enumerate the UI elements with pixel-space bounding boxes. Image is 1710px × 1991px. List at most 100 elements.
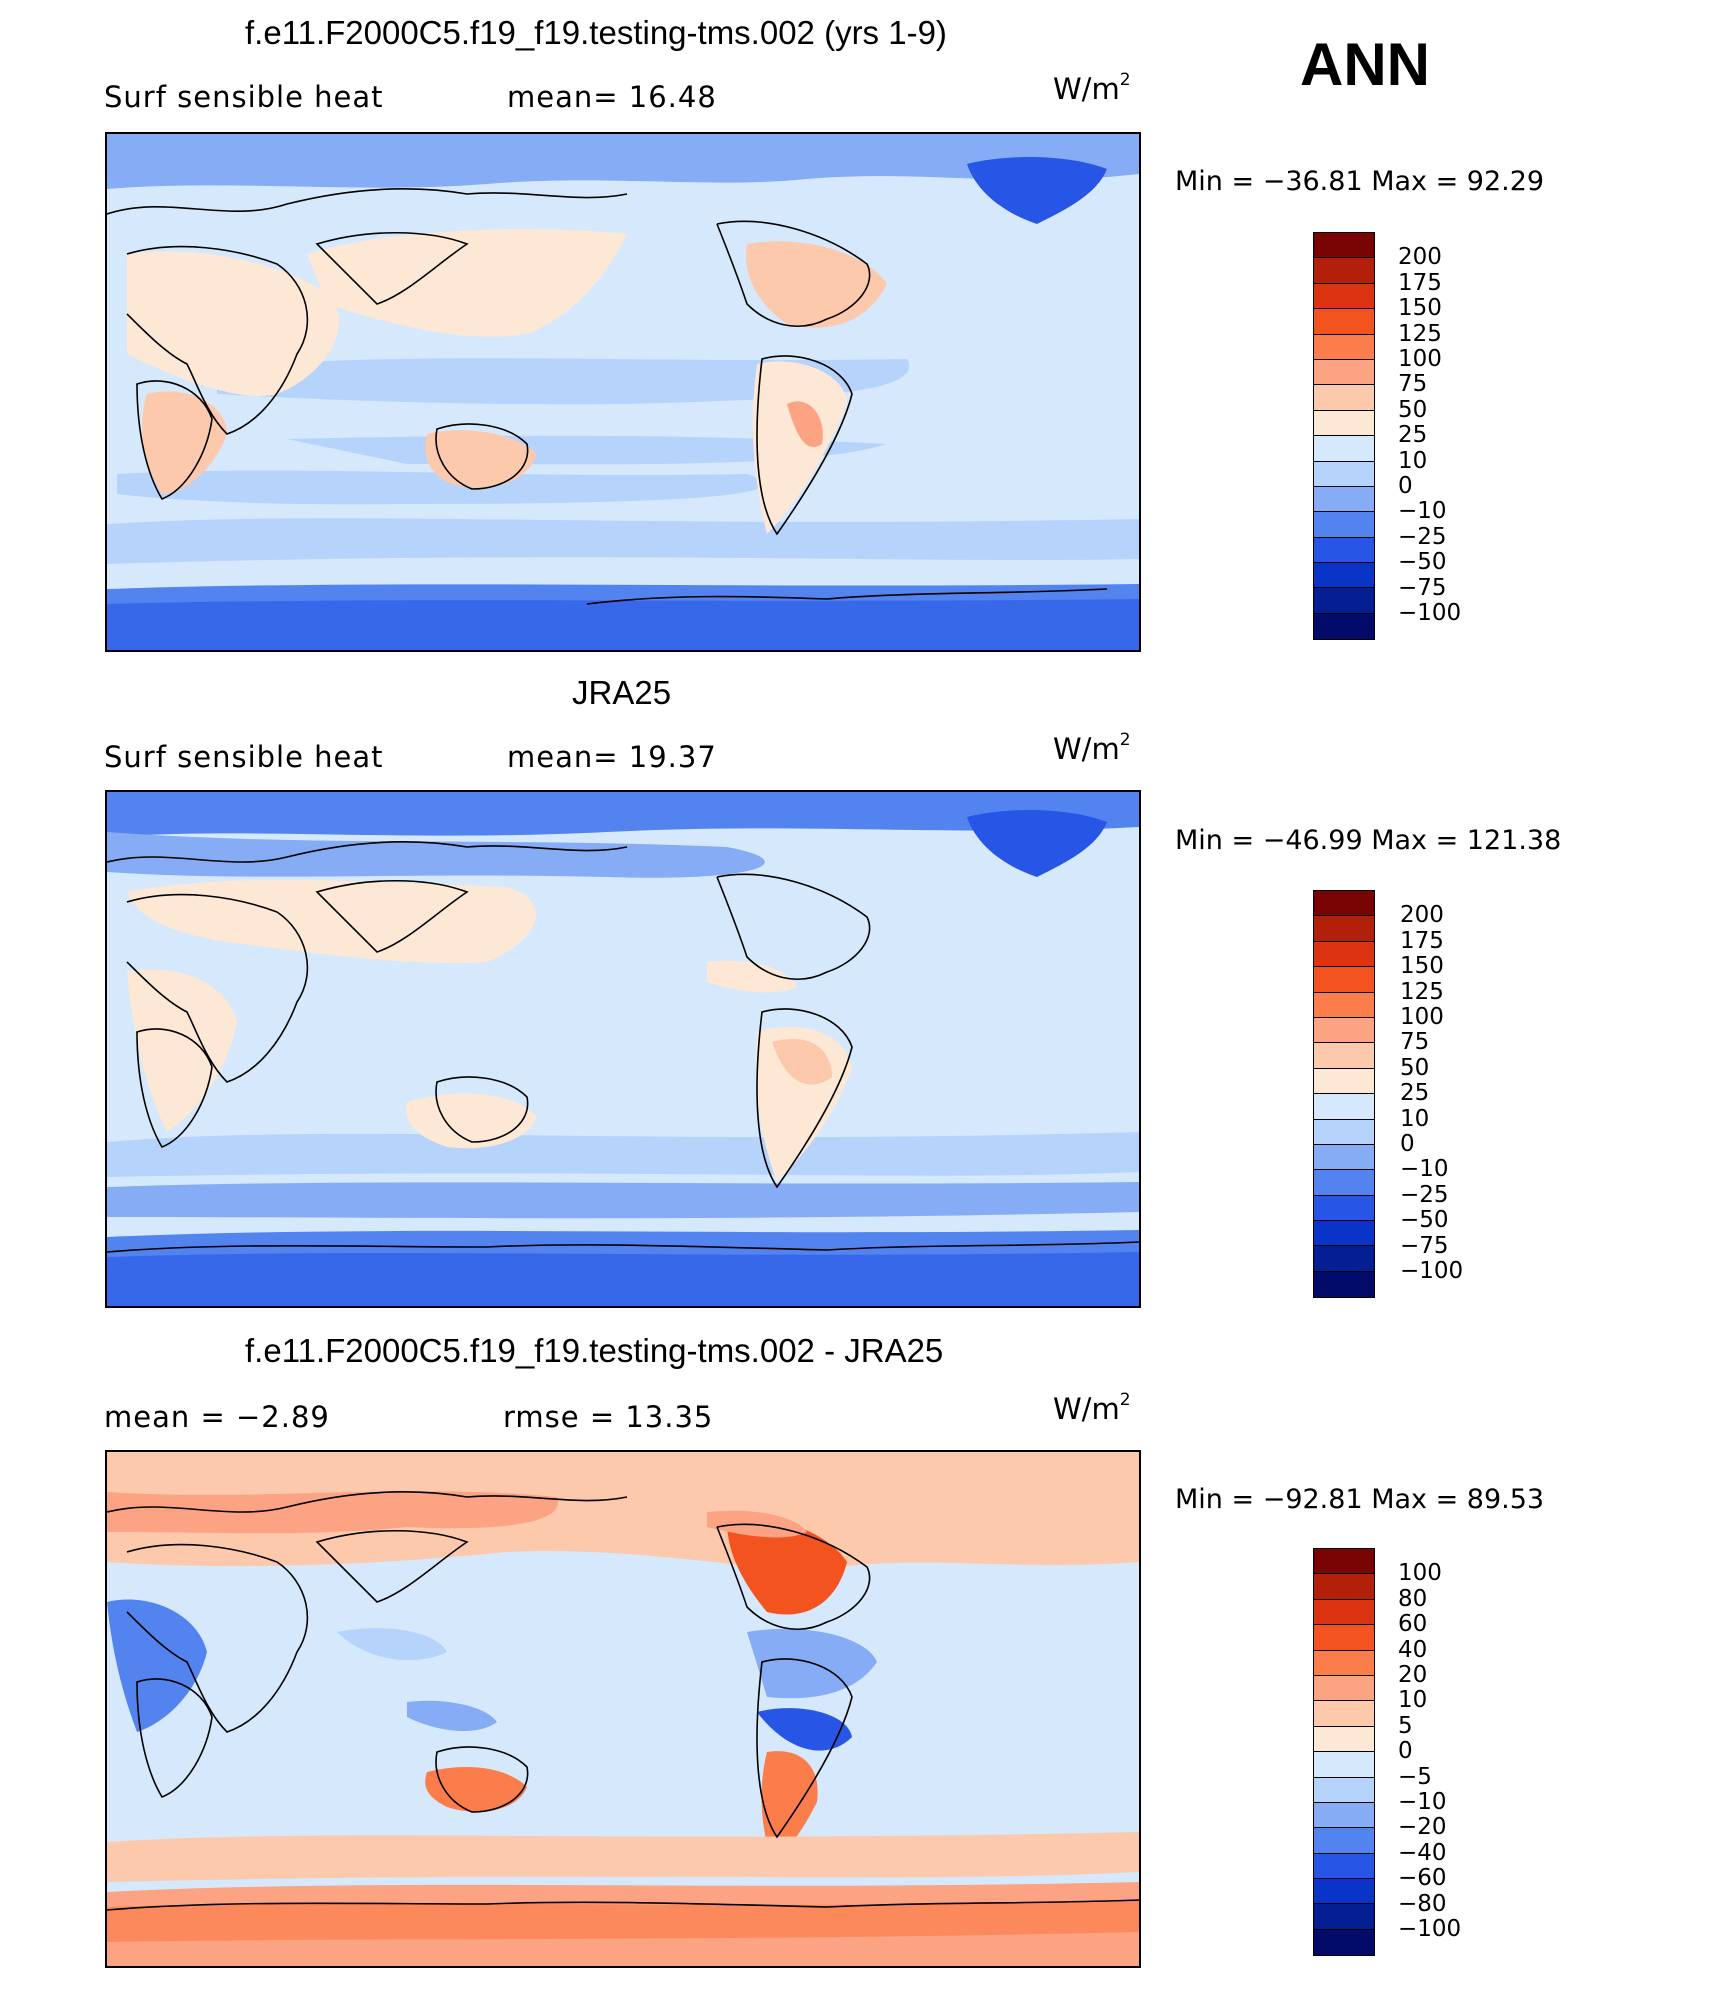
panel2-colorbar-swatch <box>1314 992 1374 1018</box>
panel1-colorbar-swatch <box>1314 537 1374 564</box>
panel1-colorbar-tick: 25 <box>1398 422 1428 449</box>
panel1-title: f.e11.F2000C5.f19_f19.testing-tms.002 (y… <box>245 14 947 51</box>
panel1-colorbar-swatch <box>1314 359 1374 386</box>
panel3-colorbar-swatch <box>1314 1802 1374 1829</box>
panel3-colorbar-swatch <box>1314 1650 1374 1676</box>
panel1-colorbar-swatch <box>1314 588 1374 614</box>
panel2-colorbar-tick: 50 <box>1400 1054 1430 1081</box>
panel2-colorbar-swatch <box>1314 916 1374 942</box>
panel3-colorbar-tick: −60 <box>1398 1865 1447 1892</box>
panel2-minmax: Min = −46.99 Max = 121.38 <box>1175 825 1562 856</box>
panel1-colorbar-swatch <box>1314 258 1374 284</box>
panel1-colorbar-tick: 75 <box>1398 371 1428 398</box>
panel1-colorbar-tick: 175 <box>1398 269 1442 296</box>
panel1-colorbar-tick: 0 <box>1398 473 1413 499</box>
panel3-units: W/m2 <box>1053 1390 1131 1426</box>
panel2-colorbar-tick: −50 <box>1400 1207 1449 1234</box>
panel2-colorbar-tick: 100 <box>1400 1004 1444 1030</box>
panel2-colorbar-swatch <box>1314 1271 1374 1298</box>
panel3-map-field <box>107 1452 1139 1966</box>
panel1-colorbar-swatch <box>1314 233 1374 259</box>
panel1-minmax: Min = −36.81 Max = 92.29 <box>1175 166 1545 197</box>
season-label: ANN <box>1300 31 1430 98</box>
panel3-colorbar-swatch <box>1314 1675 1374 1702</box>
panel3-colorbar-tick: 100 <box>1398 1560 1442 1587</box>
panel2-mean-label: mean= 19.37 <box>507 740 717 774</box>
panel3-colorbar-swatch <box>1314 1549 1374 1575</box>
panel3-colorbar-swatch <box>1314 1599 1374 1626</box>
panel2-colorbar-swatch <box>1314 941 1374 968</box>
panel3-colorbar-swatch <box>1314 1828 1374 1854</box>
panel1-colorbar-swatch <box>1314 309 1374 335</box>
panel3-colorbar-tick: −100 <box>1398 1916 1462 1942</box>
panel2-colorbar-swatch <box>1314 967 1374 993</box>
panel1-colorbar-swatch <box>1314 461 1374 487</box>
panel2-colorbar-tick: −25 <box>1400 1181 1449 1208</box>
panel2-title: JRA25 <box>572 674 672 711</box>
panel2-colorbar-tick: 10 <box>1400 1105 1430 1132</box>
panel3-colorbar-tick: 0 <box>1398 1738 1413 1765</box>
panel2-colorbar-swatch <box>1314 1068 1374 1095</box>
panel2-colorbar-swatch <box>1314 891 1374 917</box>
panel2-units: W/m2 <box>1053 730 1131 766</box>
panel2-colorbar-swatch <box>1314 1195 1374 1222</box>
panel3-colorbar-tick: −40 <box>1398 1839 1447 1866</box>
panel2-colorbar-tick: −100 <box>1400 1258 1464 1284</box>
panel3-colorbar-swatch <box>1314 1777 1374 1803</box>
panel1-colorbar-tick: 100 <box>1398 346 1442 372</box>
panel1-colorbar-swatch <box>1314 410 1374 437</box>
panel2-map <box>105 790 1141 1308</box>
panel1-colorbar-swatch <box>1314 486 1374 513</box>
panel1-map-field <box>107 134 1139 650</box>
panel2-colorbar-swatch <box>1314 1170 1374 1196</box>
panel3-colorbar-tick: 10 <box>1398 1687 1428 1714</box>
panel1-colorbar <box>1313 232 1375 641</box>
panel3-colorbar-tick: −5 <box>1398 1763 1432 1790</box>
panel3-colorbar-swatch <box>1314 1929 1374 1956</box>
panel2-colorbar-swatch <box>1314 1144 1374 1171</box>
panel1-colorbar-swatch <box>1314 334 1374 360</box>
panel2-colorbar-swatch <box>1314 1043 1374 1069</box>
panel1-colorbar-tick: −50 <box>1398 549 1447 576</box>
panel1-colorbar-swatch <box>1314 436 1374 462</box>
panel2-colorbar-tick: 75 <box>1400 1029 1430 1056</box>
panel1-colorbar-tick: 10 <box>1398 447 1428 474</box>
panel2-colorbar-swatch <box>1314 1017 1374 1044</box>
panel2-colorbar-tick: 0 <box>1400 1131 1415 1157</box>
panel3-colorbar-swatch <box>1314 1625 1374 1651</box>
panel1-variable-label: Surf sensible heat <box>104 80 384 114</box>
panel3-colorbar-swatch <box>1314 1904 1374 1930</box>
panel1-colorbar-tick: 150 <box>1398 295 1442 322</box>
panel2-colorbar-swatch <box>1314 1221 1374 1247</box>
panel3-mean-label: mean = −2.89 <box>104 1400 330 1434</box>
panel1-colorbar-tick: −75 <box>1398 574 1447 601</box>
panel2-colorbar-swatch <box>1314 1246 1374 1272</box>
panel1-colorbar-swatch <box>1314 563 1374 589</box>
panel2-colorbar-tick: 175 <box>1400 927 1444 954</box>
panel3-colorbar-swatch <box>1314 1701 1374 1727</box>
panel2-colorbar-tick: 25 <box>1400 1080 1430 1107</box>
panel1-colorbar-swatch <box>1314 512 1374 538</box>
panel1-colorbar-tick: −100 <box>1398 600 1462 626</box>
panel2-colorbar-tick: −75 <box>1400 1232 1449 1259</box>
panel3-colorbar-tick: 80 <box>1398 1585 1428 1612</box>
panel2-colorbar <box>1313 890 1375 1299</box>
panel1-colorbar-swatch <box>1314 385 1374 411</box>
panel3-colorbar-swatch <box>1314 1726 1374 1753</box>
panel3-colorbar-tick: 20 <box>1398 1662 1428 1688</box>
panel1-units: W/m2 <box>1053 70 1131 106</box>
panel2-colorbar-tick: 200 <box>1400 902 1444 929</box>
panel1-colorbar-tick: 50 <box>1398 396 1428 423</box>
panel2-colorbar-tick: 150 <box>1400 953 1444 980</box>
panel3-map <box>105 1450 1141 1968</box>
panel3-colorbar-tick: 5 <box>1398 1712 1413 1739</box>
panel3-rmse-label: rmse = 13.35 <box>503 1400 714 1434</box>
panel2-colorbar-swatch <box>1314 1094 1374 1120</box>
panel3-colorbar-swatch <box>1314 1853 1374 1880</box>
panel1-colorbar-swatch <box>1314 283 1374 310</box>
panel1-colorbar-tick: 125 <box>1398 320 1442 347</box>
panel3-colorbar-tick: −10 <box>1398 1789 1447 1815</box>
panel3-minmax: Min = −92.81 Max = 89.53 <box>1175 1484 1545 1515</box>
panel1-colorbar-tick: −25 <box>1398 523 1447 550</box>
panel1-colorbar-swatch <box>1314 613 1374 640</box>
